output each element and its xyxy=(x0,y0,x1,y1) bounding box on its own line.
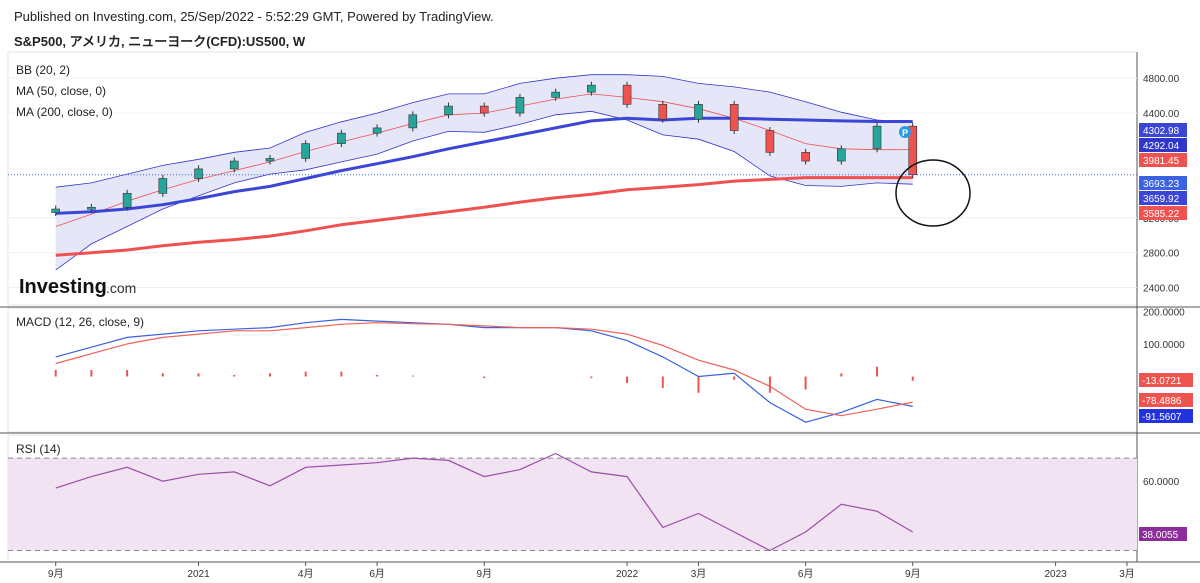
ma50-line xyxy=(55,116,913,215)
candle-body xyxy=(837,148,846,162)
macd-last-value-tag xyxy=(1139,373,1193,387)
candle-body xyxy=(301,143,310,159)
price-tick-label: 4800.00 xyxy=(1143,74,1180,85)
candle-body xyxy=(122,193,132,208)
candle-body xyxy=(337,132,346,144)
x-tick-label: 6月 xyxy=(369,568,385,580)
last-value-tag xyxy=(1139,123,1187,137)
last-value-text: 3693.23 xyxy=(1143,179,1180,190)
indicator-legend: MA (50, close, 0) xyxy=(16,84,106,98)
candle-body xyxy=(658,104,668,120)
candle-body xyxy=(87,206,96,210)
pane-frame-macd xyxy=(7,307,1138,433)
macd-tick-label: 100.0000 xyxy=(1143,340,1185,351)
candle-body xyxy=(444,105,453,116)
macd-legend: MACD (12, 26, close, 9) xyxy=(16,315,144,329)
price-tick-label: 2800.00 xyxy=(1143,249,1180,260)
candle-body xyxy=(408,114,418,129)
candle-body xyxy=(158,178,168,194)
macd-last-value-text: -13.0721 xyxy=(1142,376,1182,387)
candle-body xyxy=(479,105,489,114)
candle-body xyxy=(51,208,61,213)
p-badge-label: P xyxy=(902,128,908,138)
macd-signal-line xyxy=(55,322,913,417)
last-value-text: 4302.98 xyxy=(1143,126,1180,137)
bollinger-band-fill xyxy=(55,74,913,271)
annotation-circle xyxy=(895,159,971,227)
last-value-text: 3981.45 xyxy=(1143,156,1180,167)
candle-body xyxy=(872,125,882,150)
investing-logo-suffix: .com xyxy=(106,280,136,296)
last-value-text: 4292.04 xyxy=(1143,141,1180,152)
macd-last-value-text: -91.5607 xyxy=(1142,412,1182,423)
rsi-last-value-tag xyxy=(1139,527,1187,541)
x-tick-label: 2021 xyxy=(187,569,210,580)
candle-body xyxy=(622,84,632,105)
macd-line xyxy=(55,318,913,423)
price-tick-label: 2400.00 xyxy=(1143,284,1180,295)
rsi-last-value-text: 38.0055 xyxy=(1142,530,1179,541)
x-tick-label: 9月 xyxy=(476,568,492,580)
x-tick-label: 3月 xyxy=(1119,568,1135,580)
candle-body xyxy=(194,168,203,179)
last-value-tag xyxy=(1139,206,1187,220)
last-value-text: 3585.22 xyxy=(1143,209,1180,220)
x-tick-label: 6月 xyxy=(798,568,814,580)
candle-body xyxy=(229,160,239,170)
investing-logo: Investing xyxy=(19,276,107,298)
x-tick-label: 9月 xyxy=(48,568,64,580)
x-tick-label: 4月 xyxy=(298,568,314,580)
p-badge xyxy=(899,126,911,138)
candle-body xyxy=(908,125,918,176)
bollinger-lower-line xyxy=(55,110,913,271)
ma200-line xyxy=(55,176,913,257)
candle-body xyxy=(551,91,560,98)
last-value-tag xyxy=(1139,176,1187,190)
price-tick-label: 4400.00 xyxy=(1143,109,1180,120)
indicator-legend: MA (200, close, 0) xyxy=(16,105,113,119)
published-caption: Published on Investing.com, 25/Sep/2022 … xyxy=(14,9,494,24)
x-tick-label: 2022 xyxy=(616,569,639,580)
candle-body xyxy=(729,104,739,131)
candle-body xyxy=(765,130,775,153)
last-value-tag xyxy=(1139,153,1187,167)
rsi-line xyxy=(55,452,914,552)
candle-body xyxy=(694,104,703,120)
candle-body xyxy=(801,152,810,162)
candle-body xyxy=(515,97,525,114)
x-tick-label: 2023 xyxy=(1044,569,1067,580)
x-tick-label: 9月 xyxy=(905,568,921,580)
macd-tick-label: 200.0000 xyxy=(1143,307,1185,318)
candle-body xyxy=(372,127,382,134)
symbol-title: S&P500, アメリカ, ニューヨーク(CFD):US500, W xyxy=(14,34,306,49)
rsi-tick-label: 60.0000 xyxy=(1143,477,1180,488)
last-value-tag xyxy=(1139,138,1187,152)
indicator-legend: BB (20, 2) xyxy=(16,63,70,77)
macd-last-value-text: -78.4886 xyxy=(1142,396,1182,407)
x-tick-label: 3月 xyxy=(691,568,707,580)
last-value-text: 3659.92 xyxy=(1143,194,1180,205)
bollinger-upper-line xyxy=(55,74,913,188)
candle-body xyxy=(265,158,275,162)
macd-last-value-tag xyxy=(1139,409,1193,423)
chart-header: Published on Investing.com, 25/Sep/2022 … xyxy=(0,0,1200,52)
candle-body xyxy=(587,84,596,93)
last-value-tag xyxy=(1139,191,1187,205)
rsi-legend: RSI (14) xyxy=(16,442,61,456)
macd-last-value-tag xyxy=(1139,393,1193,407)
rsi-band-fill xyxy=(8,458,1137,551)
